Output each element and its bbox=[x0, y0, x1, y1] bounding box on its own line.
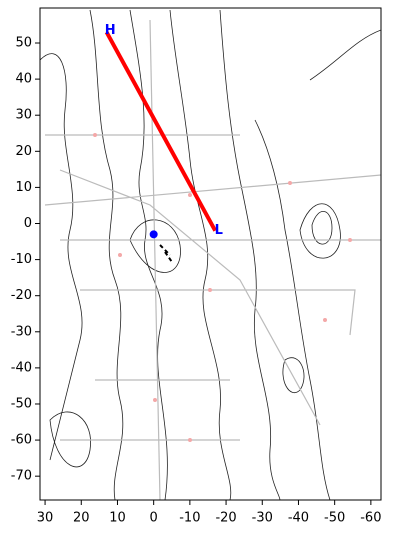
station bbox=[93, 133, 97, 137]
pressure-marker: L bbox=[215, 223, 223, 238]
contour bbox=[169, 9, 232, 500]
frame bbox=[39, 7, 382, 501]
station bbox=[153, 398, 157, 402]
contour bbox=[254, 119, 331, 500]
station bbox=[188, 193, 192, 197]
contour bbox=[299, 203, 341, 259]
pressure-marker: H bbox=[105, 23, 116, 38]
contour bbox=[282, 357, 305, 393]
contour bbox=[89, 9, 124, 500]
station bbox=[288, 181, 292, 185]
y-tick-label: -20 bbox=[11, 288, 32, 303]
x-tick-label: 10 bbox=[109, 511, 126, 526]
x-tick-label: -20 bbox=[215, 511, 236, 526]
station bbox=[208, 288, 212, 292]
x-tick-label: 20 bbox=[73, 511, 90, 526]
y-tick-label: 40 bbox=[15, 72, 32, 87]
y-tick-label: -50 bbox=[11, 396, 32, 411]
y-tick-label: 20 bbox=[15, 144, 32, 159]
x-tick-label: -40 bbox=[288, 511, 309, 526]
x-tick-label: -30 bbox=[252, 511, 273, 526]
y-tick-label: 0 bbox=[24, 216, 32, 231]
contour bbox=[311, 211, 333, 245]
route bbox=[104, 31, 217, 232]
contour bbox=[129, 219, 181, 273]
contour bbox=[49, 411, 92, 468]
x-tick-label: 30 bbox=[37, 511, 54, 526]
station bbox=[118, 253, 122, 257]
station bbox=[188, 438, 192, 442]
contour bbox=[219, 9, 281, 500]
x-tick-label: 0 bbox=[150, 511, 158, 526]
contour bbox=[40, 53, 83, 461]
station bbox=[348, 238, 352, 242]
y-tick-label: -60 bbox=[11, 433, 32, 448]
y-tick-label: 50 bbox=[15, 36, 32, 51]
contour bbox=[129, 9, 168, 500]
station bbox=[323, 318, 327, 322]
dashed-track bbox=[159, 244, 173, 263]
x-tick-label: -50 bbox=[324, 511, 345, 526]
contour bbox=[309, 29, 381, 81]
x-tick-label: -10 bbox=[179, 511, 200, 526]
position bbox=[149, 230, 158, 239]
y-tick-label: -70 bbox=[11, 469, 32, 484]
y-tick-label: -10 bbox=[11, 252, 32, 267]
terrain bbox=[40, 9, 381, 500]
y-tick-label: -30 bbox=[11, 324, 32, 339]
y-tick-label: 10 bbox=[15, 180, 32, 195]
y-tick-label: -40 bbox=[11, 360, 32, 375]
x-tick-label: -60 bbox=[360, 511, 381, 526]
track bbox=[44, 19, 381, 500]
y-tick-label: 30 bbox=[15, 108, 32, 123]
